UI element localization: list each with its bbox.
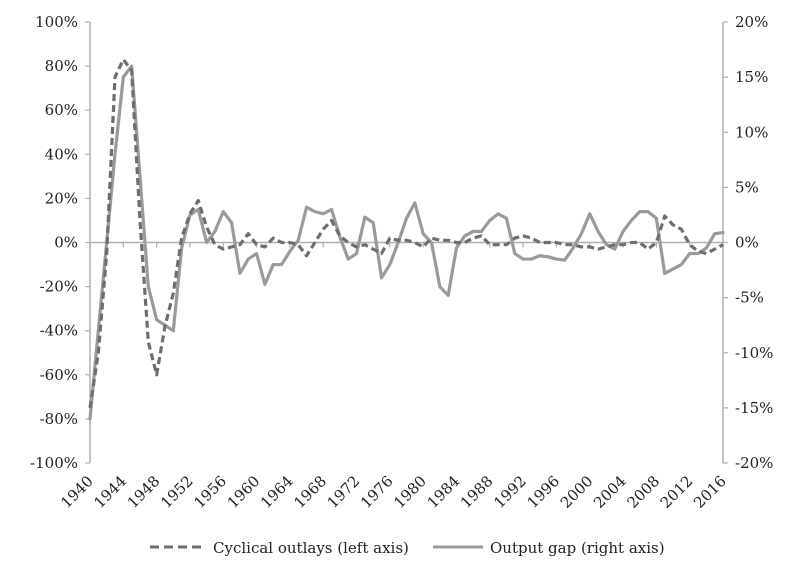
legend-label-output-gap: Output gap (right axis)	[490, 539, 665, 557]
x-axis-tick-label: 1944	[90, 472, 130, 512]
series-line-cyclical-outlays	[88, 57, 724, 409]
x-axis-tick-label: 2008	[623, 472, 663, 512]
x-axis-tick-label: 1980	[390, 472, 430, 512]
x-axis-tick-label: 1964	[257, 472, 297, 512]
x-axis-tick-label: 1976	[357, 472, 397, 512]
legend-label-cyclical-outlays: Cyclical outlays (left axis)	[213, 539, 409, 557]
right-axis-tick-label: 20%	[735, 13, 768, 31]
right-axis-tick-label: -15%	[735, 399, 773, 417]
right-axis-tick-label: 15%	[735, 68, 768, 86]
x-axis-tick-label: 1960	[224, 472, 264, 512]
left-axis-tick-label: -100%	[30, 454, 78, 472]
left-axis-tick-label: -80%	[40, 410, 78, 428]
right-axis-tick-label: 0%	[735, 234, 759, 252]
left-axis-tick-label: 60%	[45, 101, 78, 119]
right-axis-tick-label: 5%	[735, 178, 759, 196]
x-axis-tick-label: 2016	[690, 472, 730, 512]
x-axis-tick-label: 1956	[190, 472, 230, 512]
x-axis-tick-label: 1940	[57, 472, 97, 512]
x-axis-tick-label: 2000	[557, 472, 597, 512]
x-axis-tick-label: 2004	[590, 472, 630, 512]
left-axis-tick-label: 80%	[45, 57, 78, 75]
right-axis-tick-label: -20%	[735, 454, 773, 472]
x-axis-tick-label: 2012	[657, 472, 697, 512]
right-axis-tick-label: 10%	[735, 123, 768, 141]
x-axis-tick-label: 1996	[524, 472, 564, 512]
plot-area	[88, 57, 725, 421]
right-axis-tick-label: -10%	[735, 344, 773, 362]
x-axis-tick-label: 1952	[157, 472, 197, 512]
left-axis-tick-label: -60%	[40, 366, 78, 384]
x-axis-tick-label: 1948	[124, 472, 164, 512]
left-axis-tick-label: 40%	[45, 145, 78, 163]
left-axis-tick-label: 100%	[35, 13, 78, 31]
left-axis-tick-label: 20%	[45, 189, 78, 207]
x-axis-tick-label: 1992	[490, 472, 530, 512]
legend: Cyclical outlays (left axis) Output gap …	[150, 539, 665, 557]
left-axis-tick-label: -20%	[40, 278, 78, 296]
left-axis-tick-label: 0%	[54, 234, 78, 252]
x-axis-tick-label: 1968	[290, 472, 330, 512]
right-axis-tick-label: -5%	[735, 289, 764, 307]
x-axis-tick-label: 1984	[424, 472, 464, 512]
x-axis-tick-label: 1988	[457, 472, 497, 512]
left-axis-tick-label: -40%	[40, 322, 78, 340]
series-line-output-gap	[88, 64, 725, 421]
x-axis-tick-label: 1972	[324, 472, 364, 512]
